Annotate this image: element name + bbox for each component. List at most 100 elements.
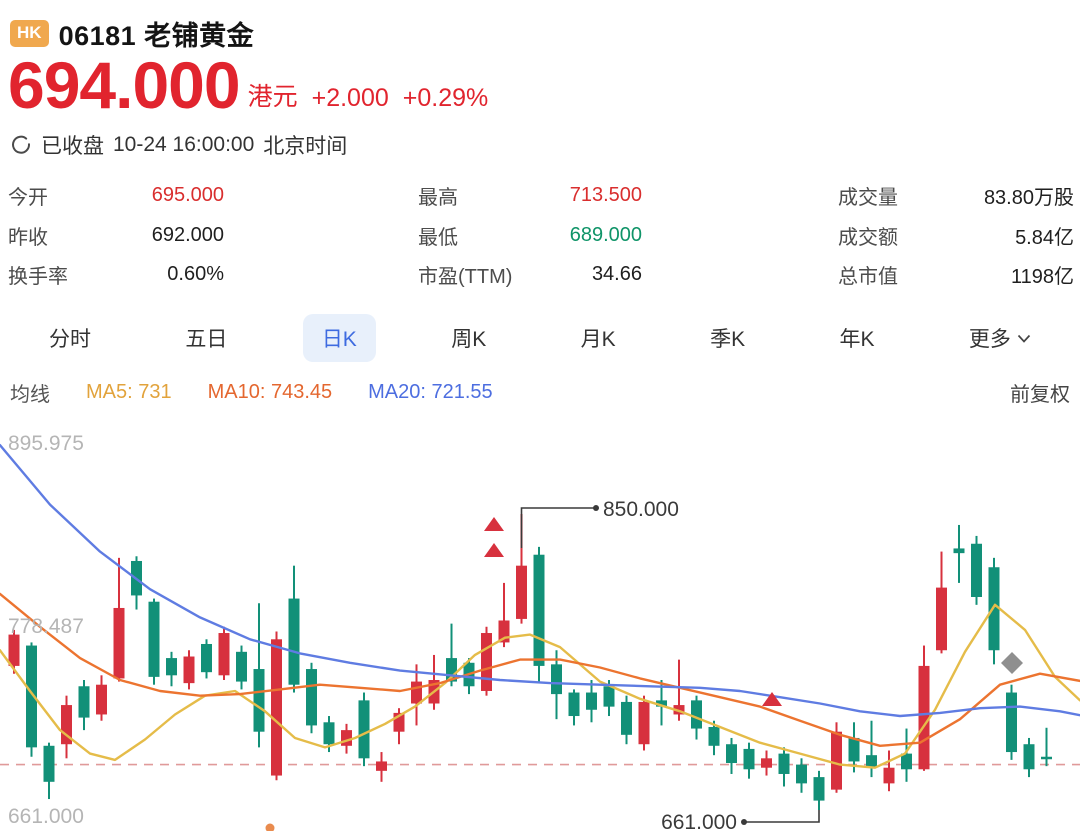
candle-body <box>306 669 317 726</box>
stat-label-open: 今开 <box>8 187 48 210</box>
candle-body <box>411 681 422 704</box>
stat-value-volume: 83.80万股 <box>983 187 1074 210</box>
candle-body <box>988 567 1000 651</box>
candle-body <box>253 669 265 732</box>
candle-body <box>691 700 702 729</box>
kline-chart[interactable]: 850.000 661.000 895.975 778.487 661.000 <box>0 420 1080 834</box>
candle-body <box>183 656 195 684</box>
ma20-value: MA20: 721.55 <box>368 381 493 403</box>
candle-body <box>481 633 492 691</box>
candle-body <box>1006 692 1017 753</box>
stat-label-high: 最高 <box>418 187 458 210</box>
candle-body <box>813 777 825 801</box>
candle-body <box>236 651 247 682</box>
tab-5day[interactable]: 五日 <box>185 328 228 351</box>
chart-period-tabs: 分时 五日 日K 周K 月K 季K 年K 更多 <box>0 312 1080 364</box>
stat-label-low: 最低 <box>418 226 458 249</box>
stat-label-amount: 成交额 <box>838 226 898 249</box>
more-label: 更多 <box>968 328 1011 351</box>
signal-dot-icon <box>265 823 275 833</box>
candle-body <box>708 726 720 746</box>
candle-body <box>271 639 282 776</box>
stat-value-open: 695.000 <box>151 184 224 207</box>
adjust-mode-button[interactable]: 前复权 <box>1010 384 1070 406</box>
candle-body <box>848 737 860 762</box>
candle-body <box>288 598 300 685</box>
tab-weekly-k[interactable]: 周K <box>451 328 487 351</box>
ma-legend-title: 均线 <box>10 384 50 406</box>
price-change-percent: +0.29% <box>402 83 489 112</box>
candle-body <box>901 753 912 770</box>
low-callout-line <box>744 810 820 823</box>
quote-datetime: 10-24 16:00:00 <box>113 133 255 156</box>
timezone-label: 北京时间 <box>263 135 348 158</box>
candle-body <box>621 701 632 735</box>
stat-turnover-rate: 换手率 0.60% <box>8 255 224 295</box>
candle-body <box>533 554 545 666</box>
signal-triangle-up-icon <box>762 692 782 706</box>
candle-body <box>96 684 107 715</box>
refresh-icon[interactable] <box>10 134 32 156</box>
stat-value-low: 689.000 <box>569 223 642 246</box>
stat-label-turnover-rate: 换手率 <box>8 266 68 289</box>
ma-legend-row: 均线 MA5: 731 MA10: 743.45 MA20: 721.55 前复… <box>10 378 1070 407</box>
candle-body <box>603 686 615 707</box>
candle-body <box>113 607 125 679</box>
price-change: +2.000 <box>311 83 389 112</box>
market-status-row: 已收盘 10-24 16:00:00 北京时间 <box>10 130 347 160</box>
ma-line-ma20 <box>0 443 1080 718</box>
candle-body <box>341 730 352 746</box>
tab-realtime[interactable]: 分时 <box>49 328 91 351</box>
tab-quarterly-k[interactable]: 季K <box>710 328 746 351</box>
candle-body <box>796 764 807 784</box>
candle-body <box>866 755 877 768</box>
stat-value-pe-ttm: 34.66 <box>591 263 642 286</box>
candle-body <box>918 665 930 770</box>
candle-body <box>498 620 510 643</box>
candle-body <box>656 700 667 707</box>
tab-daily-k[interactable]: 日K <box>302 314 376 362</box>
ma-line-ma10 <box>0 592 1080 747</box>
candle-body <box>393 712 405 732</box>
candle-body <box>761 758 772 768</box>
candle-body <box>778 753 790 774</box>
candle-body <box>446 658 457 682</box>
price-block: 694.000 港元 +2.000 +0.29% <box>8 48 489 122</box>
candle-body <box>743 748 755 770</box>
tab-more-dropdown[interactable]: 更多 <box>950 314 1050 362</box>
candle-body <box>726 744 737 764</box>
candle-body <box>8 634 20 666</box>
stat-open: 今开 695.000 <box>8 176 224 216</box>
stat-value-prev-close: 692.000 <box>151 223 224 246</box>
ma5-value: MA5: 731 <box>86 381 172 403</box>
y-axis-label-2: 661.000 <box>8 805 84 828</box>
candle-body <box>323 722 335 745</box>
stat-low: 最低 689.000 <box>418 216 642 256</box>
y-axis-label-0: 895.975 <box>8 432 84 455</box>
header: HK 06181 老铺黄金 <box>10 14 254 53</box>
stat-market-cap: 总市值 1198亿 <box>838 255 1074 295</box>
candle-body <box>218 633 230 676</box>
current-price: 694.000 <box>8 48 241 122</box>
chevron-down-icon <box>1017 334 1031 343</box>
signal-triangle-up-icon <box>484 517 504 531</box>
high-callout-dot <box>593 505 599 511</box>
candle-body <box>971 543 982 598</box>
candle-body <box>1041 756 1052 760</box>
tab-monthly-k[interactable]: 月K <box>580 328 616 351</box>
candle-body <box>1023 744 1035 770</box>
ma-line-ma5 <box>0 603 1080 769</box>
stat-high: 最高 713.500 <box>418 176 642 216</box>
stat-volume: 成交量 83.80万股 <box>838 176 1074 216</box>
stat-label-prev-close: 昨收 <box>8 226 48 249</box>
stat-prev-close: 昨收 692.000 <box>8 216 224 256</box>
low-callout-dot <box>741 819 747 825</box>
candle-body <box>883 767 895 784</box>
candle-body <box>148 601 160 677</box>
signal-diamond-icon <box>1001 652 1023 674</box>
tab-yearly-k[interactable]: 年K <box>839 328 875 351</box>
y-axis-label-1: 778.487 <box>8 615 84 638</box>
high-callout-line <box>520 507 596 548</box>
candle-body <box>953 548 965 554</box>
candle-body <box>26 645 37 748</box>
